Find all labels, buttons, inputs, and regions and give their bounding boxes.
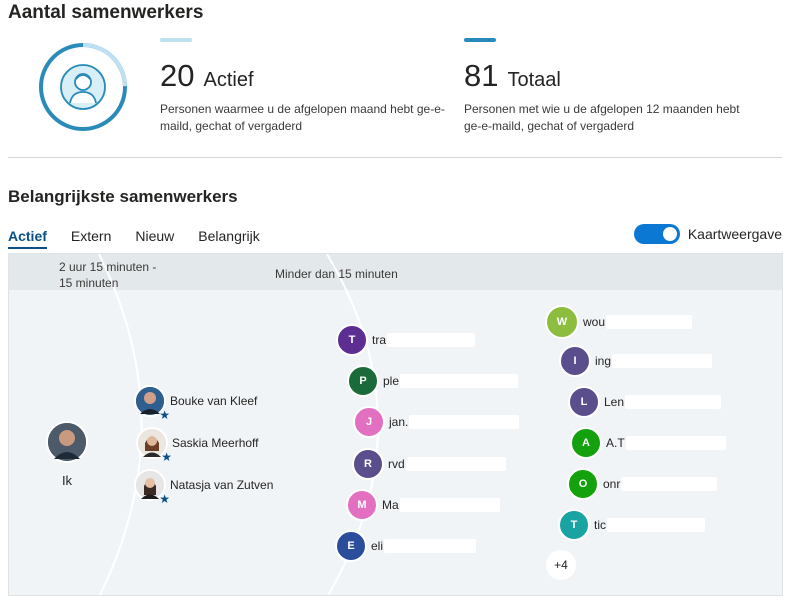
collaborator-name: onr bbox=[603, 477, 621, 491]
redacted-name bbox=[400, 374, 519, 388]
avatar-saskia: ★ bbox=[136, 427, 172, 463]
initial-avatar: W bbox=[545, 305, 579, 339]
page-title: Aantal samenwerkers bbox=[8, 2, 204, 23]
collaborator-name: wou bbox=[583, 315, 606, 329]
collaborator-outer-1[interactable]: W wou bbox=[545, 305, 693, 339]
collaborator-name: Natasja van Zutven bbox=[170, 478, 274, 492]
zone-label-1: 2 uur 15 minuten - 15 minuten bbox=[59, 260, 157, 290]
redacted-name bbox=[625, 436, 726, 450]
redacted-name bbox=[612, 354, 713, 368]
me-label: Ik bbox=[61, 473, 73, 488]
active-count: 20 bbox=[160, 58, 195, 93]
active-ratio-donut bbox=[39, 43, 127, 131]
map-view-toggle-group: Kaartweergave bbox=[633, 224, 782, 244]
collaborator-outer-6[interactable]: T tic bbox=[558, 509, 705, 541]
collaborator-name: Ma bbox=[382, 498, 399, 512]
collaborator-outer-2[interactable]: I ing bbox=[559, 345, 713, 377]
tab-belangrijk[interactable]: Belangrijk bbox=[198, 228, 260, 244]
redacted-name bbox=[405, 457, 506, 471]
star-icon: ★ bbox=[159, 492, 170, 506]
collaborator-name: tic bbox=[594, 518, 606, 532]
map-view-toggle[interactable] bbox=[633, 224, 680, 244]
initial-avatar: T bbox=[558, 509, 590, 541]
total-stat-bar bbox=[464, 38, 496, 42]
initial-avatar: T bbox=[336, 324, 368, 356]
collaborator-map: 2 uur 15 minuten - 15 minuten Minder dan… bbox=[8, 253, 783, 596]
initial-avatar: M bbox=[346, 489, 378, 521]
more-count: +4 bbox=[546, 550, 576, 580]
me-node[interactable]: Ik bbox=[46, 421, 88, 488]
avatar-natasja: ★ bbox=[134, 469, 170, 505]
collaborator-outer-3[interactable]: L Len bbox=[568, 386, 722, 418]
initial-avatar: E bbox=[335, 530, 367, 562]
collaborator-name: tra bbox=[372, 333, 387, 347]
tab-actief[interactable]: Actief bbox=[8, 228, 47, 249]
collaborator-name: A.T bbox=[606, 436, 625, 450]
total-stat: 81 Totaal Personen met wie u de afgelope… bbox=[464, 38, 754, 135]
redacted-name bbox=[387, 333, 476, 347]
active-stat: 20 Actief Personen waarmee u de afgelope… bbox=[160, 38, 450, 135]
collaborator-middle-3[interactable]: J jan. bbox=[353, 406, 520, 438]
star-icon: ★ bbox=[161, 450, 172, 464]
active-stat-bar bbox=[160, 38, 192, 42]
total-count: 81 bbox=[464, 58, 499, 93]
total-label: Totaal bbox=[507, 69, 561, 91]
redacted-name bbox=[399, 498, 500, 512]
section-divider bbox=[8, 157, 782, 158]
collaborator-name: ing bbox=[595, 354, 612, 368]
active-label: Actief bbox=[203, 69, 254, 91]
collaborator-middle-4[interactable]: R rvd bbox=[352, 448, 506, 480]
collaborator-saskia[interactable]: ★ Saskia Meerhoff bbox=[136, 427, 259, 463]
collaborator-name: Bouke van Kleef bbox=[170, 394, 258, 408]
active-description: Personen waarmee u de afgelopen maand he… bbox=[160, 102, 445, 133]
initial-avatar: L bbox=[568, 386, 600, 418]
initial-avatar: P bbox=[347, 365, 379, 397]
tab-extern[interactable]: Extern bbox=[70, 228, 112, 244]
redacted-name bbox=[606, 315, 693, 329]
redacted-name bbox=[607, 518, 705, 532]
collaborator-bouke[interactable]: ★ Bouke van Kleef bbox=[134, 385, 258, 421]
person-photo-icon bbox=[138, 429, 166, 457]
collaborator-name: jan. bbox=[389, 415, 409, 429]
map-view-toggle-label: Kaartweergave bbox=[687, 226, 782, 242]
more-collaborators-button[interactable]: +4 bbox=[546, 550, 576, 580]
collaborator-middle-6[interactable]: E eli bbox=[335, 530, 477, 562]
zone-label-2: Minder dan 15 minuten bbox=[275, 267, 398, 281]
redacted-name bbox=[384, 539, 477, 553]
redacted-name bbox=[621, 477, 718, 491]
toggle-knob bbox=[662, 227, 677, 241]
collaborator-name: ple bbox=[383, 374, 400, 388]
collaborator-outer-5[interactable]: O onr bbox=[567, 468, 718, 500]
map-header bbox=[9, 254, 782, 290]
redacted-name bbox=[625, 395, 722, 409]
collaborator-name: Len bbox=[604, 395, 625, 409]
initial-avatar: J bbox=[353, 406, 385, 438]
collaborator-natasja[interactable]: ★ Natasja van Zutven bbox=[134, 469, 274, 505]
collaborator-name: rvd bbox=[388, 457, 405, 471]
initial-avatar: A bbox=[570, 427, 602, 459]
star-icon: ★ bbox=[159, 408, 170, 422]
filter-tabs: Actief Extern Nieuw Belangrijk bbox=[8, 228, 284, 249]
collaborator-name: eli bbox=[371, 539, 384, 553]
collaborator-middle-2[interactable]: P ple bbox=[347, 365, 519, 397]
person-photo-icon bbox=[136, 471, 164, 499]
redacted-name bbox=[409, 415, 520, 429]
collaborator-middle-1[interactable]: T tra bbox=[336, 324, 476, 356]
collaborator-middle-5[interactable]: M Ma bbox=[346, 489, 500, 521]
initial-avatar: I bbox=[559, 345, 591, 377]
avatar-bouke: ★ bbox=[134, 385, 170, 421]
person-photo-icon bbox=[136, 387, 164, 415]
total-description: Personen met wie u de afgelopen 12 maand… bbox=[464, 102, 740, 133]
me-avatar bbox=[46, 421, 88, 463]
person-photo-icon bbox=[48, 423, 86, 461]
collaborator-name: Saskia Meerhoff bbox=[172, 436, 259, 450]
person-illustration-icon bbox=[60, 64, 106, 110]
section-title: Belangrijkste samenwerkers bbox=[8, 187, 238, 206]
initial-avatar: O bbox=[567, 468, 599, 500]
tab-nieuw[interactable]: Nieuw bbox=[135, 228, 175, 244]
collaborator-outer-4[interactable]: A A.T bbox=[570, 427, 726, 459]
initial-avatar: R bbox=[352, 448, 384, 480]
